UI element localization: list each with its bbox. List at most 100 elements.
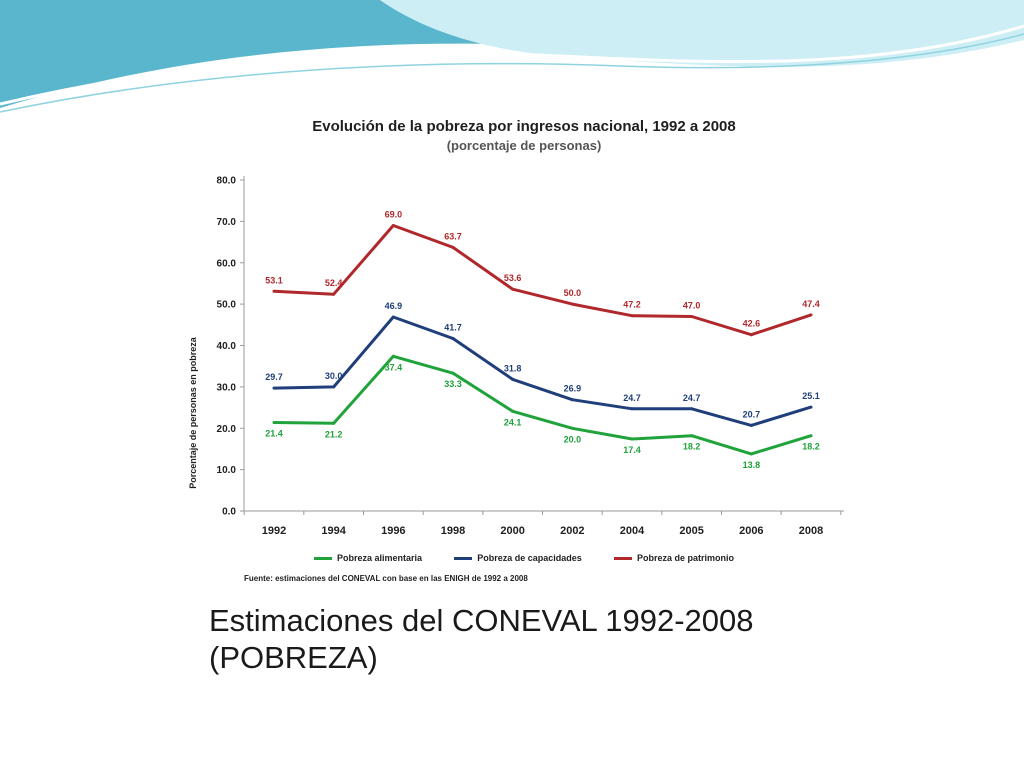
- data-point: [570, 302, 574, 306]
- data-point: [451, 371, 455, 375]
- y-tick-label: 50.0: [217, 300, 237, 311]
- data-point: [272, 289, 276, 293]
- x-tick-label: 2006: [739, 525, 763, 537]
- data-label: 26.9: [564, 384, 582, 394]
- data-point: [809, 405, 813, 409]
- data-point: [272, 386, 276, 390]
- series-line: [273, 354, 812, 456]
- y-tick-label: 20.0: [217, 424, 237, 435]
- data-point: [690, 434, 694, 438]
- data-point: [451, 245, 455, 249]
- source-note: Fuente: estimaciones del CONEVAL con bas…: [244, 574, 528, 583]
- series-line: [273, 224, 812, 337]
- data-label: 31.8: [504, 363, 522, 373]
- data-label: 29.7: [265, 372, 283, 382]
- data-point: [809, 313, 813, 317]
- data-point: [391, 354, 395, 358]
- y-tick-label: 10.0: [217, 465, 237, 476]
- y-axis-label: Porcentaje de personas en pobreza: [188, 337, 198, 489]
- legend-swatch-capacidades: [454, 556, 473, 560]
- x-tick-label: 2004: [620, 525, 645, 537]
- data-label: 24.7: [623, 393, 641, 403]
- data-point: [630, 407, 634, 411]
- data-point: [451, 336, 455, 340]
- legend-label-capacidades: Pobreza de capacidades: [477, 553, 582, 563]
- data-point: [809, 434, 813, 438]
- series-layer: 21.4 21.2 37.4 33.3 24.1 20.0 17.4 18.2 13.8 18.2…: [265, 210, 820, 470]
- series-2: 29.7 30.0 46.9 41.7 31.8 26.9 24.7 24.7 20.7 25.1: [265, 301, 820, 427]
- legend-item-patrimonio: Pobreza de patrimonio: [613, 551, 734, 565]
- data-point: [630, 437, 634, 441]
- data-label: 17.4: [623, 445, 641, 455]
- chart-subtitle: (porcentaje de personas): [446, 138, 602, 153]
- x-tick-label: 2005: [679, 525, 703, 537]
- x-tick-label: 1998: [441, 525, 465, 537]
- data-label: 50.0: [564, 288, 582, 298]
- data-label: 41.7: [444, 322, 462, 332]
- data-point: [332, 385, 336, 389]
- data-point: [749, 333, 753, 337]
- data-label: 13.8: [743, 460, 761, 470]
- data-point: [511, 409, 515, 413]
- legend-item-capacidades: Pobreza de capacidades: [454, 551, 582, 565]
- data-label: 20.0: [564, 434, 582, 444]
- data-point: [690, 315, 694, 319]
- y-axis: 0.0 10.0 20.0 30.0 40.0 50.0 60.0 70.0 80.0: [217, 176, 245, 518]
- legend-label-alimentaria: Pobreza alimentaria: [337, 553, 423, 563]
- chart-panel: 0.0 10.0 20.0 30.0 40.0 50.0 60.0 70.0 80.0 1992…: [174, 108, 874, 592]
- series-line: [273, 315, 812, 427]
- data-point: [630, 314, 634, 318]
- data-label: 52.4: [325, 278, 343, 288]
- legend-swatch-alimentaria: [314, 556, 332, 560]
- data-label: 47.0: [683, 301, 701, 311]
- data-label: 33.3: [444, 379, 462, 389]
- data-point: [570, 426, 574, 430]
- x-tick-label: 2008: [799, 525, 823, 537]
- series-3: 53.1 52.4 69.0 63.7 53.6 50.0 47.2 47.0 42.6 47.4: [265, 210, 820, 337]
- x-tick-label: 1994: [321, 525, 346, 537]
- wave-highlight: [0, 24, 1024, 106]
- y-tick-label: 60.0: [217, 258, 237, 269]
- data-label: 37.4: [385, 362, 403, 372]
- data-label: 21.2: [325, 429, 343, 439]
- data-label: 69.0: [385, 210, 403, 220]
- x-tick-label: 1992: [262, 525, 286, 537]
- data-point: [690, 407, 694, 411]
- x-axis: 1992 1994 1996 1998 2000 2002 2004 2005 2006 2008: [243, 510, 844, 537]
- data-label: 30.0: [325, 371, 343, 381]
- data-label: 42.6: [743, 319, 761, 329]
- data-label: 21.4: [265, 428, 283, 438]
- data-label: 25.1: [802, 391, 820, 401]
- legend: Pobreza alimentaria Pobreza de capacidad…: [314, 551, 734, 565]
- data-label: 47.4: [802, 299, 820, 309]
- data-point: [391, 315, 395, 319]
- y-tick-label: 80.0: [217, 176, 237, 187]
- x-tick-label: 2000: [500, 525, 524, 537]
- series-1: 21.4 21.2 37.4 33.3 24.1 20.0 17.4 18.2 13.8 18.2: [265, 354, 820, 470]
- data-point: [749, 423, 753, 427]
- data-point: [570, 398, 574, 402]
- data-label: 24.1: [504, 417, 522, 427]
- data-label: 20.7: [743, 409, 761, 419]
- wave-line-thin: [0, 33, 1024, 113]
- y-tick-label: 30.0: [217, 382, 237, 393]
- legend-swatch-patrimonio: [613, 556, 632, 560]
- chart-title: Evolución de la pobreza por ingresos nac…: [312, 118, 736, 135]
- legend-item-alimentaria: Pobreza alimentaria: [314, 551, 422, 565]
- data-point: [272, 420, 276, 424]
- data-label: 46.9: [385, 301, 403, 311]
- x-tick-label: 1996: [381, 525, 405, 537]
- data-point: [391, 224, 395, 228]
- slide-caption: Estimaciones del CONEVAL 1992-2008 (POBR…: [209, 603, 754, 675]
- data-label: 18.2: [802, 442, 820, 452]
- x-tick-label: 2002: [560, 525, 584, 537]
- legend-label-patrimonio: Pobreza de patrimonio: [636, 553, 734, 563]
- data-label: 63.7: [444, 231, 462, 241]
- wave-band-light: [380, 0, 1024, 67]
- line-chart: 0.0 10.0 20.0 30.0 40.0 50.0 60.0 70.0 80.0 1992…: [217, 176, 844, 537]
- data-point: [511, 287, 515, 291]
- y-tick-label: 70.0: [217, 217, 237, 228]
- data-point: [749, 452, 753, 456]
- data-label: 47.2: [623, 300, 641, 310]
